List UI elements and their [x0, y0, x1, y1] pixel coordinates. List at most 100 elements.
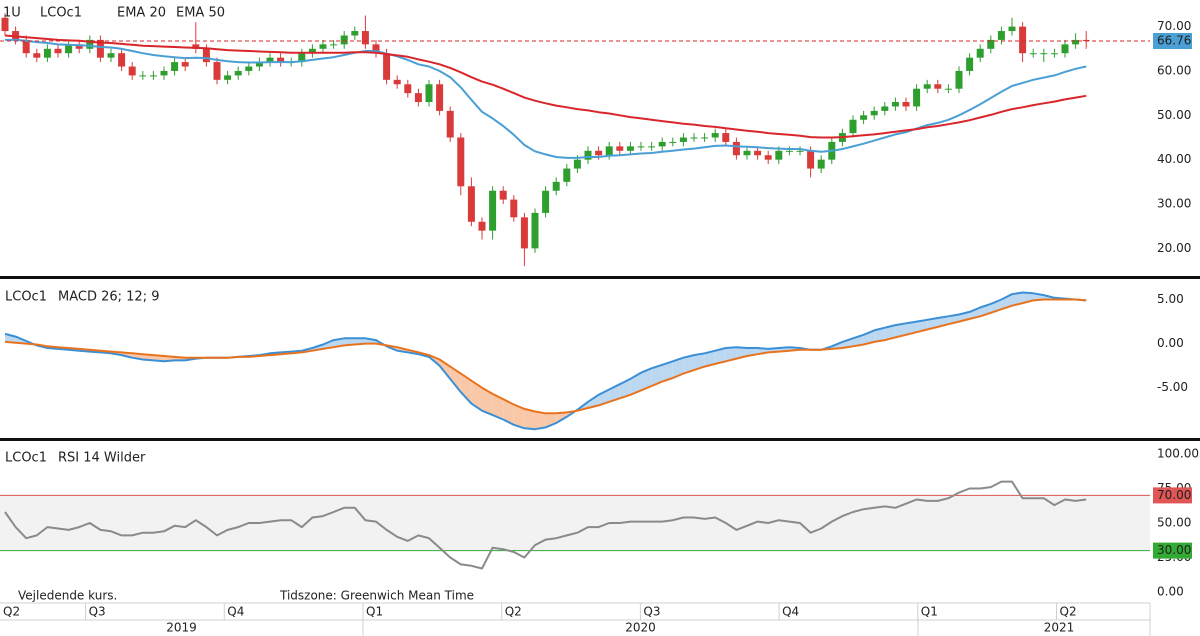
candle-body	[351, 31, 359, 36]
candle-body	[1, 17, 9, 32]
indicator-line	[4, 480, 1087, 570]
candle-body	[202, 48, 210, 63]
last-price-label: 66.76	[1157, 33, 1191, 47]
macd-fill	[535, 411, 546, 430]
candle-body	[192, 44, 200, 49]
ema-line	[4, 34, 1087, 139]
level-tag	[1153, 542, 1192, 559]
candle-body	[902, 102, 910, 107]
y-tick-label: 30.00	[1157, 197, 1191, 211]
interval-label: 1U	[3, 6, 21, 21]
candle-body	[149, 75, 157, 77]
quarter-label: Q4	[782, 605, 799, 619]
candle-body	[923, 84, 931, 89]
y-tick-label: 40.00	[1157, 152, 1191, 166]
y-tick-label: 50.00	[1157, 108, 1191, 122]
candle-body	[669, 141, 677, 143]
candle-body	[414, 93, 422, 103]
y-tick-label: 20.00	[1157, 241, 1191, 255]
last-price-tag	[1153, 32, 1192, 49]
macd-fill	[842, 338, 853, 349]
quarter-label: Q3	[89, 605, 106, 619]
macd-fill	[662, 361, 673, 382]
indicator-line	[4, 298, 1087, 415]
candle-body	[298, 53, 306, 63]
candle-body	[171, 62, 179, 71]
candle-body	[944, 88, 952, 90]
candle-body	[605, 146, 613, 156]
macd-fill	[503, 399, 514, 425]
candle-body	[425, 84, 433, 103]
level-label: 30.00	[1157, 543, 1191, 557]
panel-title: MACD 26; 12; 9	[58, 290, 159, 305]
candle-body	[658, 141, 666, 147]
candle-body	[1061, 44, 1069, 54]
macd-fill	[651, 364, 663, 386]
candle-body	[796, 150, 804, 152]
candle-body	[573, 159, 581, 169]
candle-body	[679, 137, 687, 142]
candle-body	[393, 79, 401, 85]
candle-body	[1019, 26, 1027, 54]
quarter-label: Q2	[3, 605, 20, 619]
candle-body	[987, 39, 995, 49]
candle-body	[520, 217, 528, 249]
quarter-label: Q1	[921, 605, 938, 619]
candle-body	[22, 39, 30, 54]
macd-fill	[694, 353, 705, 371]
candle-body	[807, 150, 815, 169]
macd-fill	[704, 350, 716, 367]
candle-body	[308, 48, 316, 54]
y-tick-label: 60.00	[1157, 63, 1191, 77]
quarter-label: Q4	[227, 605, 244, 619]
macd-fill	[725, 347, 737, 362]
candle-body	[446, 110, 454, 138]
macd-fill	[471, 380, 482, 411]
candle-body	[255, 62, 263, 67]
candle-body	[489, 190, 497, 231]
candle-body	[701, 137, 709, 139]
macd-fill	[524, 408, 535, 430]
candle-body	[224, 75, 232, 80]
macd-fill	[884, 325, 896, 341]
candle-body	[1050, 53, 1058, 55]
candle-body	[584, 150, 592, 160]
candle-body	[775, 150, 783, 160]
candle-body	[160, 70, 168, 76]
candle-body	[266, 57, 274, 63]
panel-symbol: LCOc1	[5, 290, 47, 305]
candle-body	[499, 190, 507, 200]
y-tick-label: 5.00	[1157, 292, 1184, 306]
candle-body	[361, 31, 369, 45]
candle-body	[75, 44, 83, 49]
candle-body	[732, 141, 740, 156]
candle-body	[107, 53, 115, 58]
candle-body	[510, 199, 518, 218]
candle-body	[65, 44, 73, 54]
candle-body	[891, 102, 899, 107]
panel-symbol: LCOc1	[5, 451, 47, 466]
candle-body	[785, 150, 793, 152]
candle-body	[595, 150, 603, 156]
candle-body	[54, 48, 62, 54]
candle-body	[531, 212, 539, 249]
macd-fill	[715, 348, 726, 364]
candle-body	[96, 39, 104, 58]
macd-fill	[874, 327, 885, 342]
candle-body	[467, 186, 475, 222]
candle-body	[743, 150, 751, 156]
year-label: 2019	[166, 621, 197, 635]
candle-body	[881, 106, 889, 111]
candle-body	[86, 39, 94, 49]
candle-body	[383, 53, 391, 80]
y-tick-label: 0.00	[1157, 336, 1184, 350]
quarter-label: Q1	[366, 605, 383, 619]
year-label: 2021	[1044, 621, 1075, 635]
candle-body	[966, 57, 974, 71]
candle-body	[181, 62, 189, 67]
candle-body	[860, 115, 868, 120]
panel-title: RSI 14 Wilder	[58, 451, 146, 466]
y-tick-label: 50.00	[1157, 516, 1191, 530]
macd-fill	[683, 355, 694, 374]
